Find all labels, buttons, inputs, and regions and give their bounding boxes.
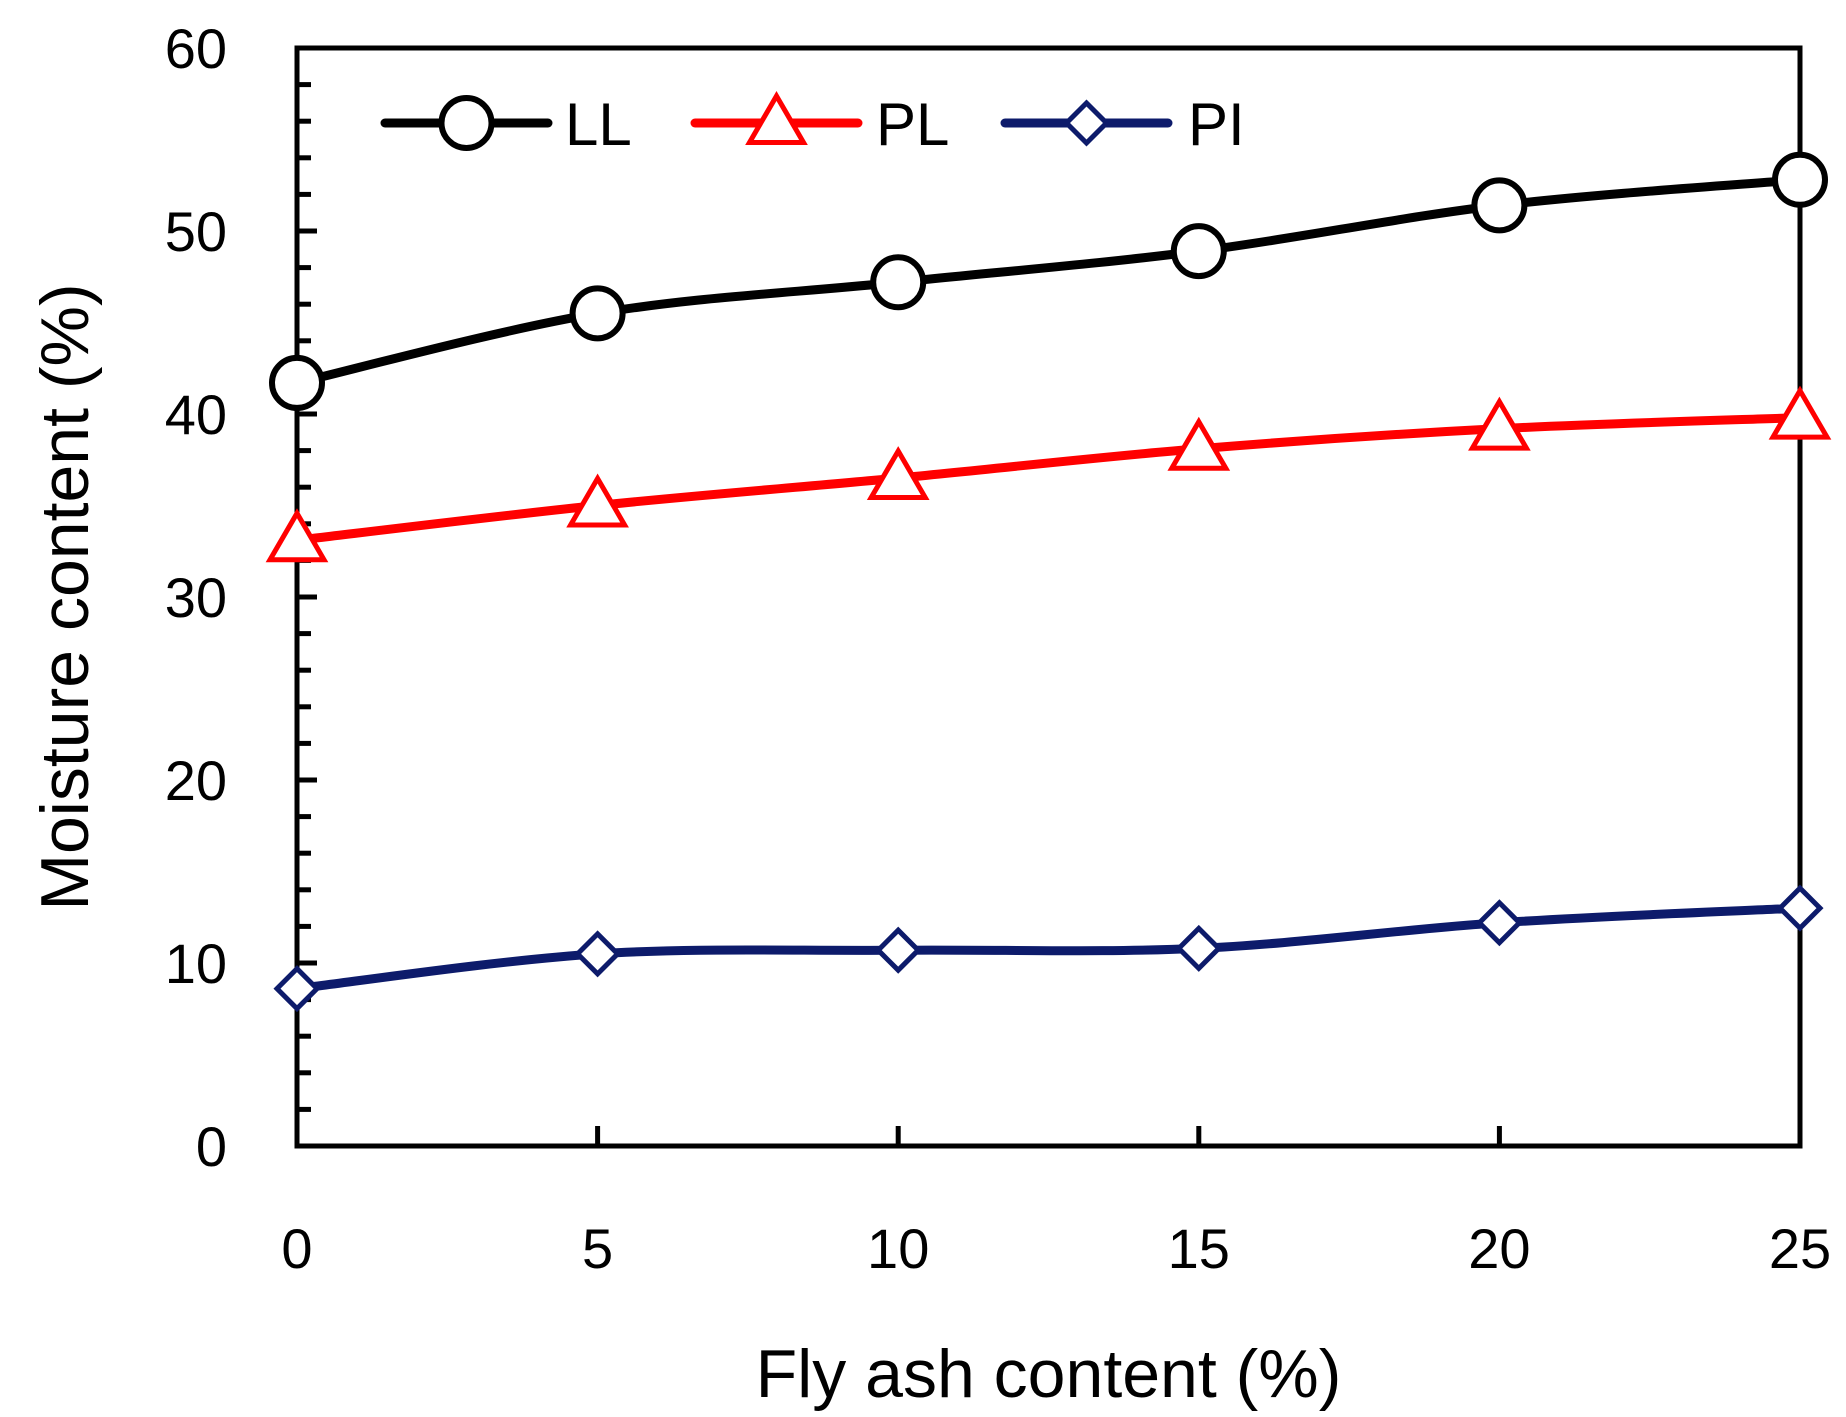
legend: LL PL PI <box>380 91 1245 158</box>
legend-label: PI <box>1188 91 1245 158</box>
axis-ticks <box>294 45 1803 1149</box>
data-point-ll <box>269 354 325 411</box>
series-pl <box>265 385 1832 563</box>
y-tick-label: 30 <box>165 566 227 629</box>
y-tick-label: 60 <box>165 17 227 80</box>
data-point-pi <box>1776 884 1824 932</box>
series-layer <box>265 151 1832 1013</box>
y-tick-label: 40 <box>165 383 227 446</box>
data-point-pi <box>874 926 922 974</box>
tick-labels: 0 10 20 30 40 50 60 0 5 10 15 20 25 <box>165 17 1831 1280</box>
data-point-pl <box>265 508 329 563</box>
y-tick-label: 0 <box>196 1115 227 1178</box>
legend-item-ll: LL <box>380 91 632 158</box>
data-point-ll <box>870 254 927 311</box>
legend-item-pi: PI <box>1000 91 1245 158</box>
data-point-pl <box>566 473 629 528</box>
data-point-ll <box>569 285 626 342</box>
legend-marker <box>1062 99 1111 147</box>
data-point-ll <box>1170 223 1227 280</box>
data-point-pl <box>1167 416 1231 471</box>
data-point-pl <box>866 446 930 500</box>
data-point-ll <box>1471 177 1528 234</box>
data-point-pi <box>273 965 321 1013</box>
x-tick-label: 0 <box>281 1217 312 1280</box>
series-line-ll <box>292 175 1805 388</box>
data-point-ll <box>1772 151 1828 208</box>
data-point-pi <box>1175 924 1223 972</box>
legend-marker <box>745 91 808 145</box>
x-tick-label: 15 <box>1168 1217 1230 1280</box>
x-axis-title: Fly ash content (%) <box>756 1336 1342 1412</box>
legend-marker <box>438 95 495 151</box>
x-tick-label: 25 <box>1769 1217 1831 1280</box>
data-point-pi <box>1475 899 1523 947</box>
y-axis-title: Moisture content (%) <box>27 283 103 910</box>
x-tick-label: 5 <box>582 1217 613 1280</box>
data-point-pi <box>574 930 622 978</box>
data-point-pl <box>1768 385 1832 440</box>
x-tick-label: 20 <box>1468 1217 1530 1280</box>
series-ll <box>269 151 1828 411</box>
plot-area-frame <box>294 45 1803 1149</box>
data-point-pl <box>1468 396 1531 451</box>
series-line-pl <box>292 413 1805 545</box>
series-pi <box>273 884 1824 1013</box>
y-tick-label: 20 <box>165 749 227 812</box>
series-line-pi <box>292 903 1805 994</box>
legend-item-pl: PL <box>690 91 949 158</box>
y-tick-label: 50 <box>165 200 227 263</box>
x-tick-label: 10 <box>867 1217 929 1280</box>
y-tick-label: 10 <box>165 932 227 995</box>
legend-label: PL <box>876 91 949 158</box>
legend-label: LL <box>565 91 632 158</box>
